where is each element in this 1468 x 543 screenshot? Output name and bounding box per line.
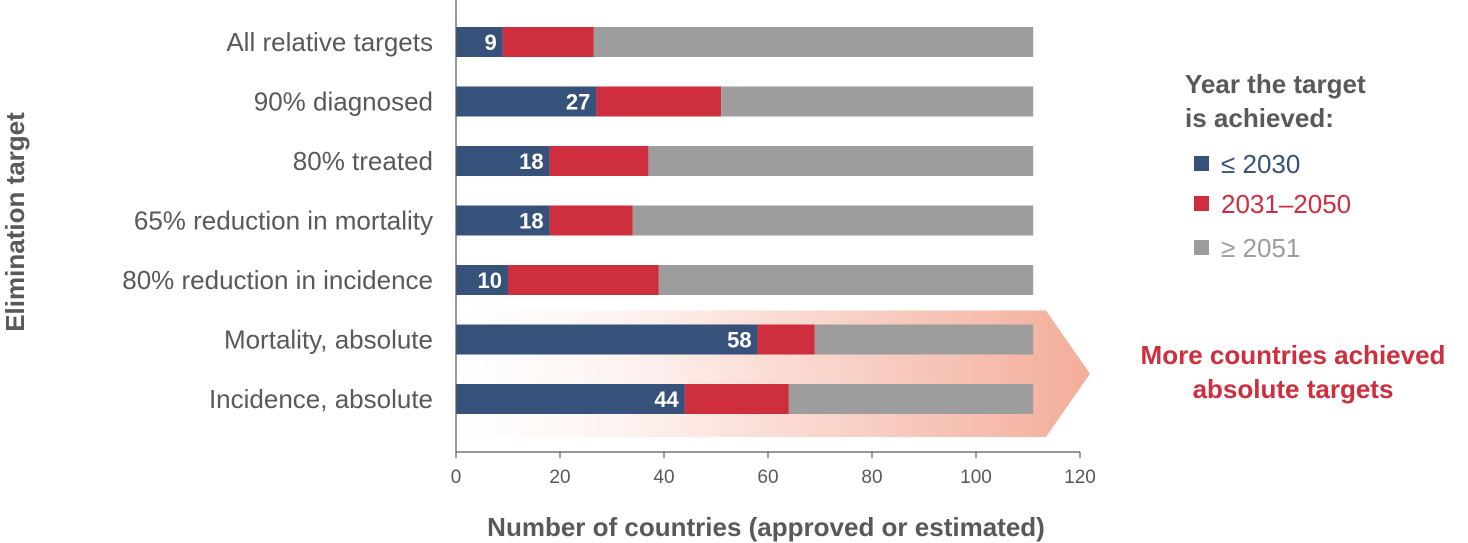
legend: Year the target is achieved: ≤ 2030 2031–… <box>1185 69 1366 263</box>
bar-90-diagnosed-2030 <box>456 86 597 117</box>
legend-swatch-2031-2050 <box>1194 196 1209 211</box>
bar-65-reduction-in-mortality-2031-2050 <box>549 205 633 236</box>
legend-title-line-1: Year the target <box>1185 69 1366 99</box>
bar-90-diagnosed-2051 <box>721 86 1034 117</box>
bar-all-relative-targets-2030 <box>456 27 503 57</box>
category-labels-group: All relative targets 90% diagnosed 80% tre… <box>122 27 433 414</box>
bars-group <box>456 27 1034 414</box>
bar-mortality-absolute-2031-2050 <box>757 324 815 355</box>
x-tick-label-40: 40 <box>653 467 674 488</box>
category-label-incidence-absolute: Incidence, absolute <box>209 384 433 414</box>
x-tick-label-80: 80 <box>861 467 882 488</box>
legend-label-2031-2050: 2031–2050 <box>1221 189 1351 219</box>
legend-swatch-2051 <box>1194 240 1209 255</box>
legend-swatch-2030 <box>1194 156 1209 171</box>
x-ticks-group: 0 20 40 60 80 100 120 <box>451 452 1096 488</box>
annotation-line-2: absolute targets <box>1193 374 1394 404</box>
bar-mortality-absolute-2030 <box>456 324 758 355</box>
bar-80-treated-2031-2050 <box>549 146 649 176</box>
bar-all-relative-targets-2031-2050 <box>502 27 594 57</box>
bar-incidence-absolute-2030 <box>456 384 685 414</box>
category-label-all-relative-targets: All relative targets <box>226 27 433 57</box>
x-tick-label-120: 120 <box>1064 467 1096 488</box>
bar-mortality-absolute-2051 <box>814 324 1034 355</box>
x-tick-label-0: 0 <box>451 467 462 488</box>
data-label-90-diagnosed: 27 <box>566 90 590 115</box>
data-label-all-relative-targets: 9 <box>485 30 497 55</box>
bar-80-reduction-in-incidence-2051 <box>658 265 1034 295</box>
legend-title-line-2: is achieved: <box>1185 103 1334 133</box>
category-label-90-diagnosed: 90% diagnosed <box>254 87 433 117</box>
bar-80-treated-2051 <box>648 146 1034 176</box>
legend-label-2051: ≥ 2051 <box>1221 233 1300 263</box>
x-tick-label-20: 20 <box>549 467 570 488</box>
bar-all-relative-targets-2051 <box>593 27 1034 57</box>
data-label-80-treated: 18 <box>519 149 543 174</box>
bar-65-reduction-in-mortality-2030 <box>456 205 550 236</box>
category-label-mortality-absolute: Mortality, absolute <box>224 325 433 355</box>
data-label-65-reduction-in-mortality: 18 <box>519 209 543 234</box>
bar-incidence-absolute-2051 <box>788 384 1034 414</box>
category-label-65-reduction-in-mortality: 65% reduction in mortality <box>134 206 433 236</box>
legend-label-2030: ≤ 2030 <box>1221 149 1300 179</box>
bar-80-treated-2030 <box>456 146 550 176</box>
x-axis-title: Number of countries (approved or estimat… <box>487 512 1045 542</box>
bar-90-diagnosed-2031-2050 <box>596 86 722 117</box>
annotation: More countries achieved absolute targets <box>1141 340 1446 404</box>
data-labels-group: 9 27 18 18 10 58 44 <box>478 30 752 412</box>
x-tick-label-60: 60 <box>757 467 778 488</box>
bar-65-reduction-in-mortality-2051 <box>632 205 1034 236</box>
bar-80-reduction-in-incidence-2031-2050 <box>508 265 659 295</box>
category-label-80-reduction-in-incidence: 80% reduction in incidence <box>122 265 433 295</box>
bar-incidence-absolute-2031-2050 <box>684 384 789 414</box>
category-label-80-treated: 80% treated <box>293 146 433 176</box>
bar-80-reduction-in-incidence-2030 <box>456 265 508 295</box>
data-label-incidence-absolute: 44 <box>654 387 679 412</box>
data-label-mortality-absolute: 58 <box>727 328 751 353</box>
annotation-line-1: More countries achieved <box>1141 340 1446 370</box>
y-axis-title: Elimination target <box>0 112 30 332</box>
data-label-80-reduction-in-incidence: 10 <box>478 268 502 293</box>
x-tick-label-100: 100 <box>960 467 992 488</box>
